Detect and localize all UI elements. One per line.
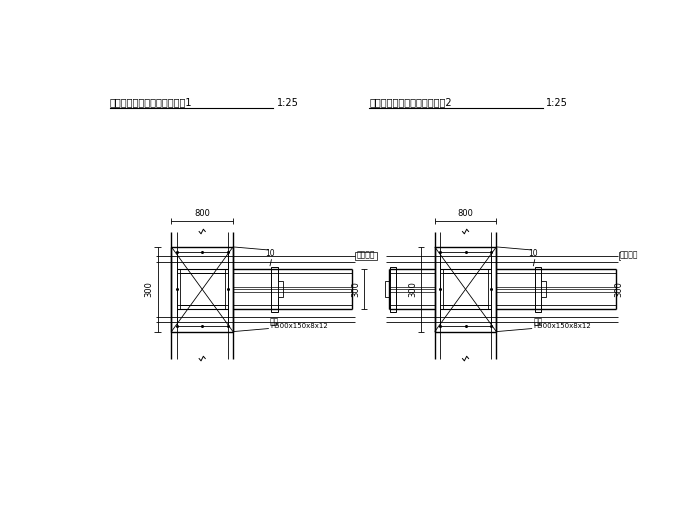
Bar: [180, 269, 224, 273]
Bar: [277, 281, 283, 297]
Bar: [535, 267, 541, 312]
Text: 钢梁: 钢梁: [270, 317, 279, 326]
Bar: [390, 267, 397, 312]
Bar: [619, 252, 640, 260]
Text: 800: 800: [194, 210, 210, 219]
Bar: [443, 305, 488, 309]
Text: 10: 10: [265, 249, 275, 258]
Bar: [385, 281, 390, 297]
Bar: [356, 252, 377, 260]
Text: H500x150x8x12: H500x150x8x12: [534, 323, 591, 329]
Text: 300: 300: [408, 281, 417, 297]
Bar: [440, 252, 491, 326]
Bar: [180, 305, 224, 309]
Bar: [443, 269, 488, 273]
Text: 受拉钢筋: 受拉钢筋: [619, 250, 638, 259]
Text: 10: 10: [529, 249, 538, 258]
Text: 受拉钢筋: 受拉钢筋: [356, 250, 374, 259]
Text: 300: 300: [351, 281, 360, 297]
Bar: [271, 267, 277, 312]
Text: 型钢柱与梁连接节点配筋构造1: 型钢柱与梁连接节点配筋构造1: [110, 97, 192, 107]
Text: 300: 300: [614, 281, 623, 297]
Bar: [176, 252, 228, 326]
Bar: [172, 247, 233, 332]
Text: 300: 300: [145, 281, 154, 297]
Text: 1:25: 1:25: [547, 97, 568, 107]
Text: 钢梁: 钢梁: [534, 317, 543, 326]
Text: H500x150x8x12: H500x150x8x12: [270, 323, 328, 329]
Bar: [180, 273, 224, 305]
Bar: [435, 247, 496, 332]
Text: 1:25: 1:25: [277, 97, 299, 107]
Bar: [443, 273, 488, 305]
Text: 800: 800: [457, 210, 473, 219]
Text: 型钢柱与梁连接节点配筋构造2: 型钢柱与梁连接节点配筋构造2: [370, 97, 452, 107]
Bar: [541, 281, 547, 297]
